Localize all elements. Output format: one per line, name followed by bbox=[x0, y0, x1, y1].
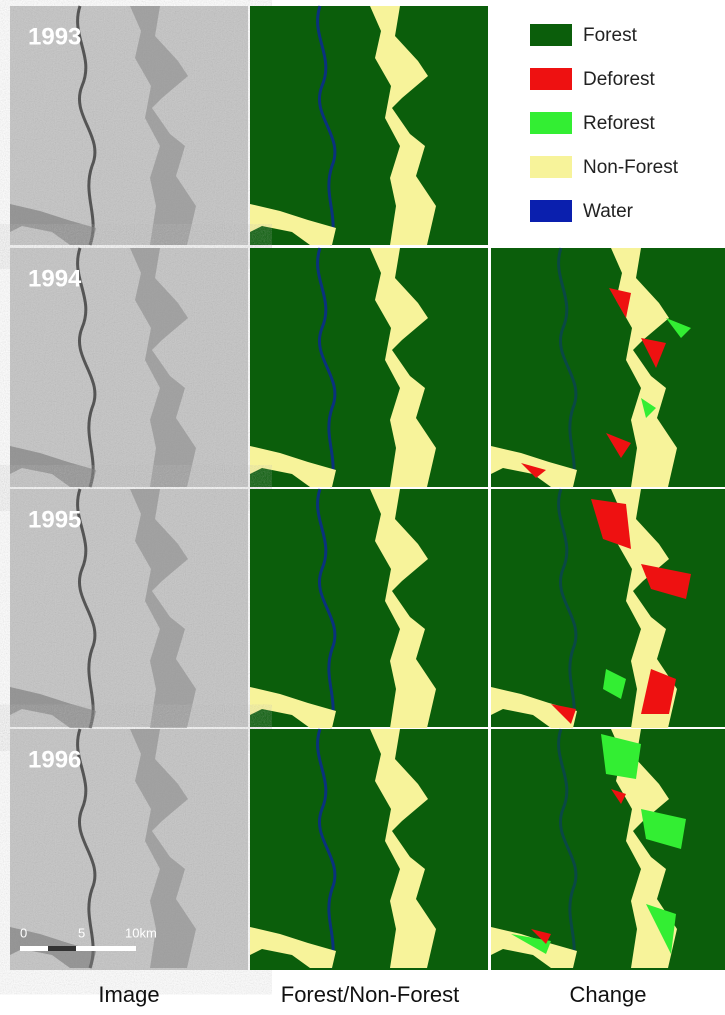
panel bbox=[250, 6, 488, 245]
forest-area bbox=[250, 729, 488, 970]
legend-label: Deforest bbox=[583, 69, 656, 90]
legend-label: Forest bbox=[583, 25, 638, 46]
panel bbox=[250, 729, 488, 970]
year-label: 1993 bbox=[28, 23, 81, 50]
panel bbox=[491, 729, 725, 970]
legend-label: Water bbox=[583, 201, 634, 222]
year-label: 1995 bbox=[28, 506, 81, 533]
forest-area bbox=[250, 489, 488, 727]
panel: 1994 bbox=[10, 248, 248, 487]
legend-swatch bbox=[530, 156, 572, 178]
panel bbox=[491, 248, 725, 487]
forest-area bbox=[250, 6, 488, 245]
scale-bar-segment bbox=[20, 946, 48, 951]
scale-bar-segment bbox=[76, 946, 136, 951]
scale-bar-segment bbox=[48, 946, 76, 951]
panel bbox=[250, 489, 488, 728]
column-label: Change bbox=[569, 982, 646, 1007]
panel bbox=[491, 489, 725, 728]
panel bbox=[250, 248, 488, 487]
legend-swatch bbox=[530, 200, 572, 222]
forest-area bbox=[491, 248, 725, 487]
legend-swatch bbox=[530, 24, 572, 46]
legend-swatch bbox=[530, 68, 572, 90]
panel: 1995 bbox=[10, 489, 248, 728]
legend-swatch bbox=[530, 112, 572, 134]
year-label: 1996 bbox=[28, 746, 81, 773]
column-label: Image bbox=[98, 982, 159, 1007]
figure: 1993 1994 1995 1996 Forest Deforest Reforest No… bbox=[0, 0, 725, 1015]
column-label: Forest/Non-Forest bbox=[281, 982, 460, 1007]
year-label: 1994 bbox=[28, 265, 82, 292]
panel: 1993 bbox=[10, 6, 248, 245]
scale-bar-label: 5 bbox=[78, 925, 85, 940]
legend-label: Non-Forest bbox=[583, 157, 679, 178]
scale-bar-label: 0 bbox=[20, 925, 27, 940]
forest-area bbox=[250, 248, 488, 487]
page: 1993 1994 1995 1996 Forest Deforest Reforest No… bbox=[0, 0, 725, 1015]
scale-bar-label: 10km bbox=[125, 925, 157, 940]
legend-label: Reforest bbox=[583, 113, 656, 134]
